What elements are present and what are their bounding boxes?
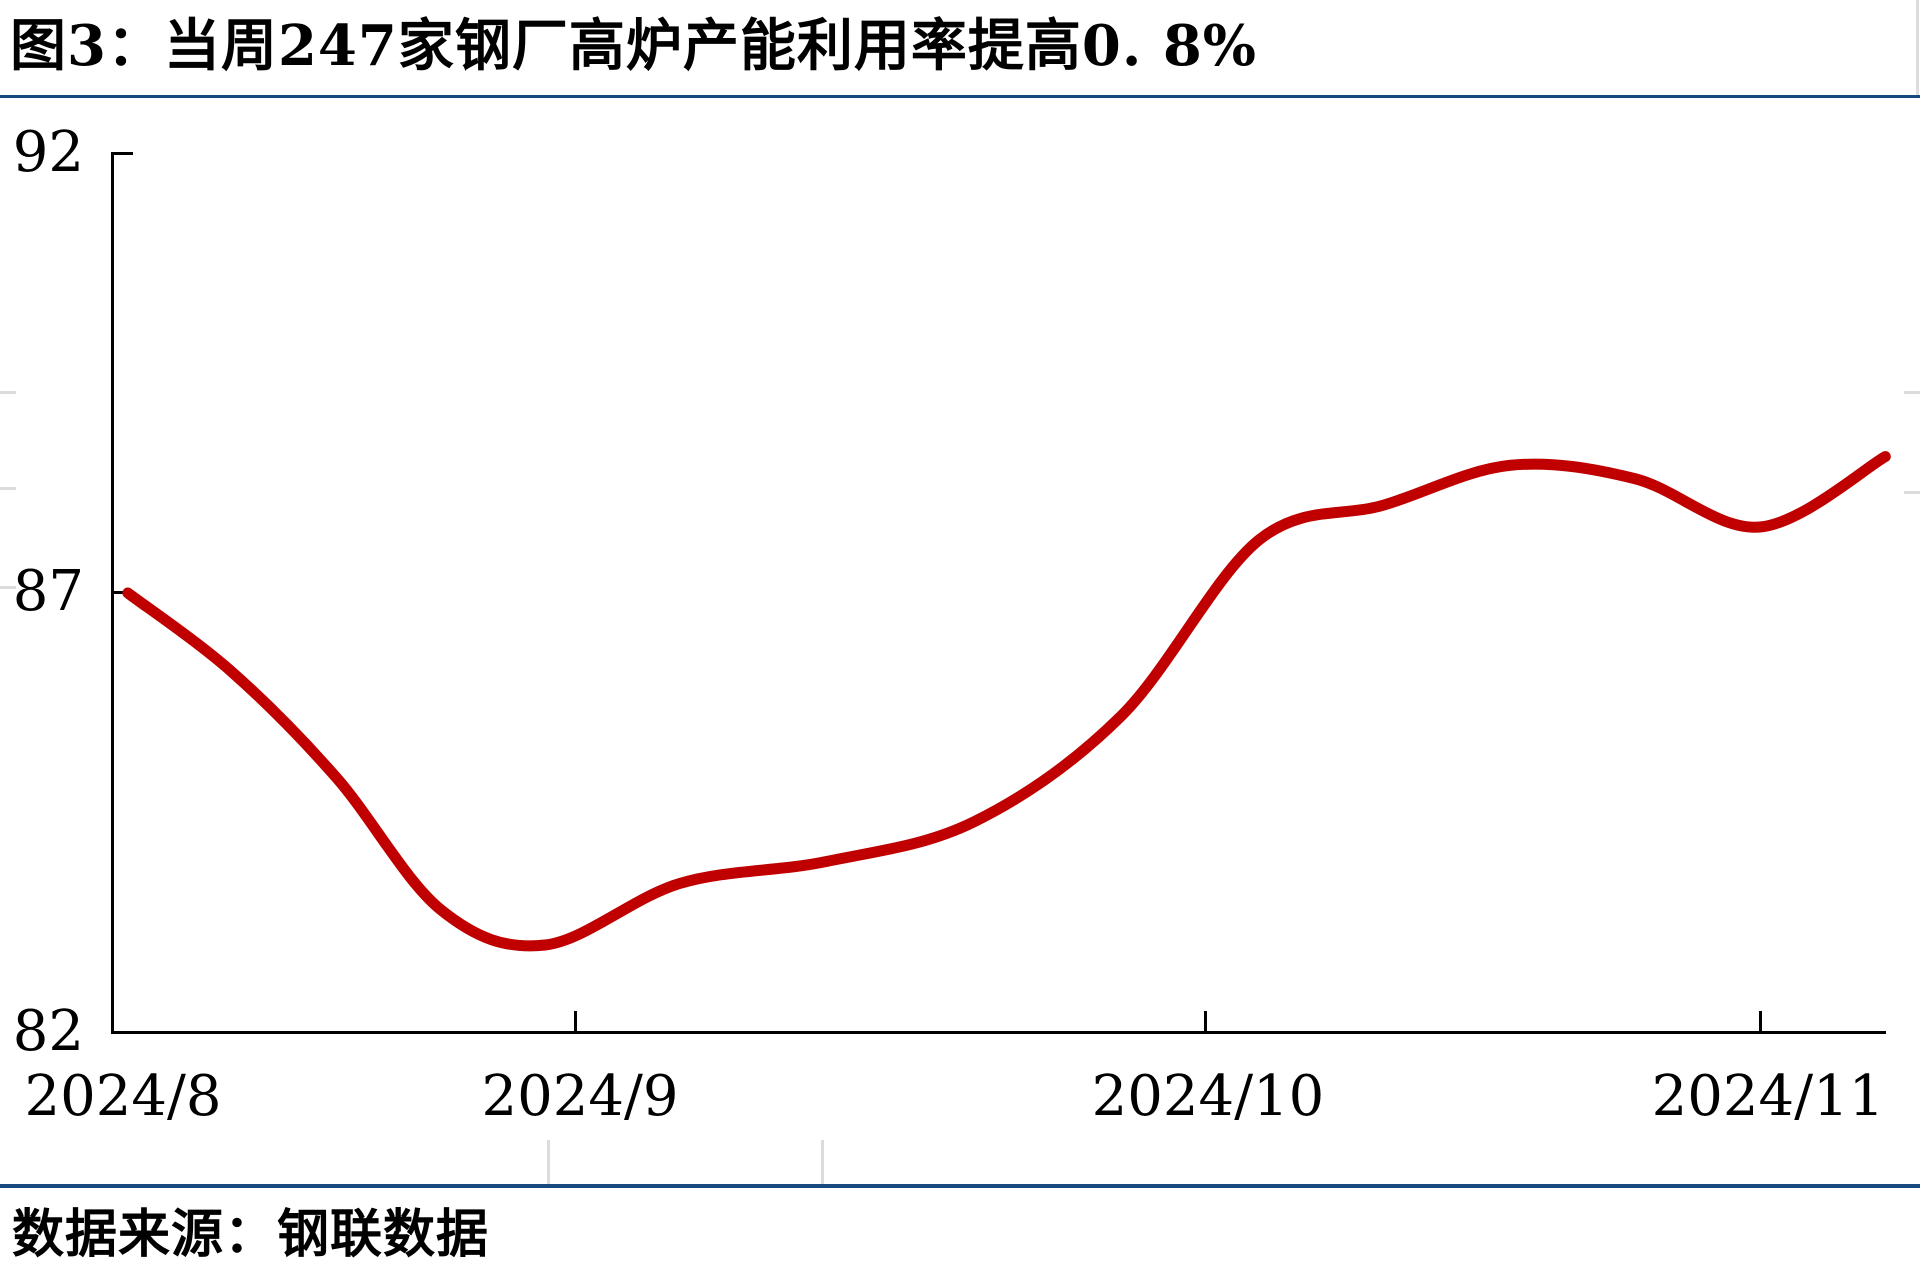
gridline-fragment	[547, 1140, 550, 1184]
y-tick-label: 87	[12, 559, 84, 624]
gridline-fragment	[1904, 491, 1920, 494]
y-tick-label: 82	[12, 999, 84, 1064]
data-source-note: 数据来源：钢联数据	[12, 1204, 490, 1265]
gridline-fragment	[1916, 0, 1919, 95]
utilization-series-line	[122, 451, 1891, 952]
chart-title: 图3：当周247家钢厂高炉产能利用率提高0. 8%	[10, 13, 1257, 79]
y-tick-label: 92	[12, 120, 84, 185]
x-tick-label: 2024/11	[1651, 1064, 1885, 1129]
x-axis-tick	[1204, 1011, 1207, 1031]
x-tick-label: 2024/10	[1091, 1064, 1325, 1129]
gridline-fragment	[0, 487, 16, 490]
gridline-fragment	[821, 1140, 824, 1184]
x-axis-line	[111, 1031, 1886, 1034]
x-tick-label: 2024/9	[481, 1064, 679, 1129]
y-axis-tick	[111, 152, 133, 155]
footer-divider-rule	[0, 1184, 1920, 1188]
gridline-fragment	[1904, 391, 1920, 394]
y-axis-tick	[111, 591, 133, 594]
x-tick-label: 2024/8	[24, 1064, 222, 1129]
gridline-fragment	[0, 586, 16, 589]
x-axis-tick	[574, 1011, 577, 1031]
gridline-fragment	[0, 391, 16, 394]
title-divider-rule	[0, 95, 1920, 98]
x-axis-tick	[1759, 1011, 1762, 1031]
